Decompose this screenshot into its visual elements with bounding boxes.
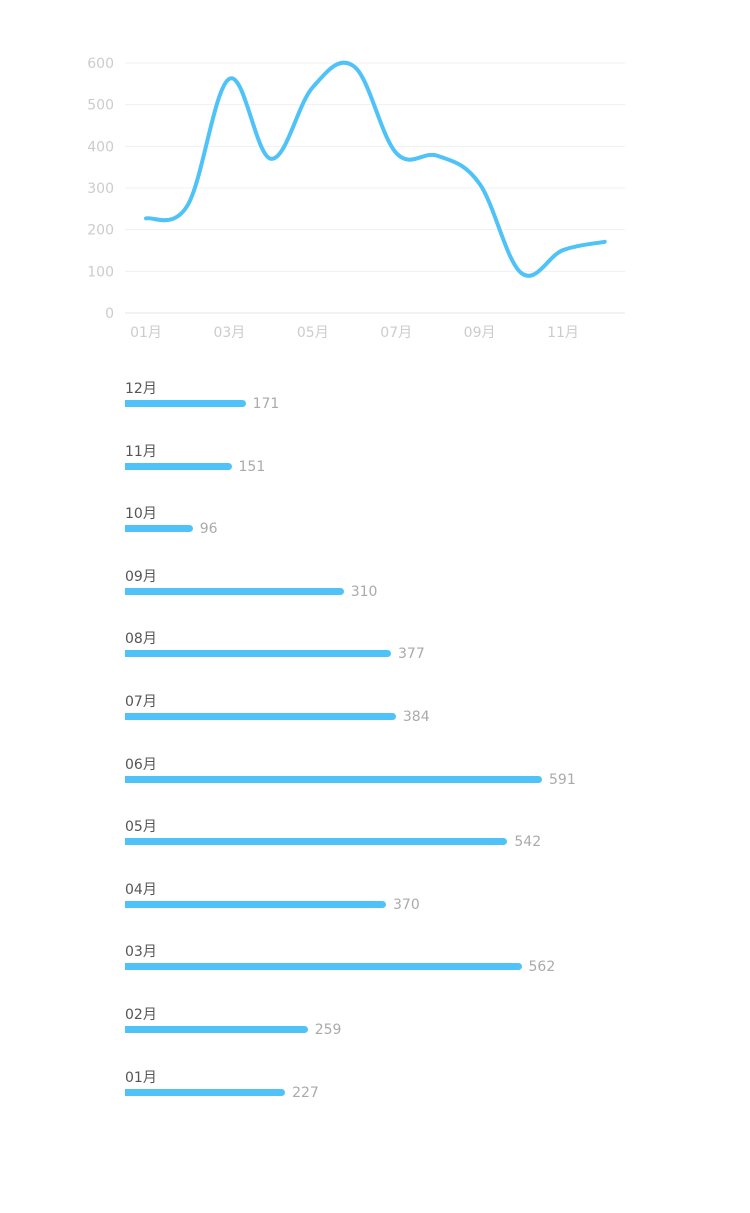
y-tick-label: 400 bbox=[87, 139, 114, 155]
bar-category-label: 09月 bbox=[125, 568, 157, 585]
x-tick-label: 09月 bbox=[464, 325, 496, 341]
bar-row: 07月 384 bbox=[125, 694, 685, 734]
bar-row: 12月 171 bbox=[125, 381, 685, 421]
series-line bbox=[144, 60, 607, 278]
bar-category-label: 01月 bbox=[125, 1069, 157, 1086]
x-tick-label: 03月 bbox=[213, 325, 245, 341]
bar-category-label: 10月 bbox=[125, 506, 157, 523]
bar-value-label: 310 bbox=[350, 583, 378, 600]
bar bbox=[125, 775, 542, 783]
bar-category-label: 06月 bbox=[125, 756, 157, 773]
bar-value-label: 542 bbox=[514, 834, 542, 851]
bar-value-label: 384 bbox=[402, 709, 430, 725]
bar-value-label: 171 bbox=[252, 396, 280, 412]
bar-category-label: 03月 bbox=[125, 944, 157, 961]
bar bbox=[125, 963, 522, 971]
y-tick-label: 200 bbox=[87, 223, 114, 239]
bar bbox=[125, 713, 396, 720]
bar-value-label: 259 bbox=[314, 1022, 342, 1038]
y-tick-label: 0 bbox=[105, 306, 114, 322]
y-tick-label: 500 bbox=[87, 98, 114, 114]
bar bbox=[125, 900, 386, 908]
bar-category-label: 02月 bbox=[125, 1007, 157, 1023]
bar-row: 06月 591 bbox=[125, 757, 685, 797]
bar bbox=[125, 587, 344, 595]
bar-row: 08月 377 bbox=[125, 631, 685, 671]
bar-category-label: 12月 bbox=[125, 381, 157, 397]
x-tick-label: 11月 bbox=[547, 325, 579, 341]
bar-value-label: 96 bbox=[199, 521, 218, 538]
bar-row: 09月 310 bbox=[125, 569, 685, 609]
bar-value-label: 151 bbox=[238, 458, 266, 475]
bar-row: 03月 562 bbox=[125, 944, 685, 984]
bar-row: 11月 151 bbox=[125, 444, 685, 484]
bar-value-label: 562 bbox=[528, 959, 556, 976]
bar-value-label: 377 bbox=[398, 646, 425, 663]
bar-category-label: 05月 bbox=[125, 819, 157, 836]
bar-category-label: 04月 bbox=[125, 881, 157, 898]
y-tick-label: 600 bbox=[87, 56, 114, 72]
bar bbox=[125, 650, 391, 658]
bar-row: 04月 370 bbox=[125, 882, 685, 922]
bar-category-label: 07月 bbox=[125, 694, 157, 710]
bar-value-label: 227 bbox=[292, 1084, 319, 1101]
bar bbox=[125, 462, 232, 470]
bar bbox=[125, 525, 193, 533]
bar-row: 05月 542 bbox=[125, 819, 685, 859]
monthly-line-chart: 0 100 200 300 400 500 600 01月 03月 05月 07月 09月 11月 bbox=[87, 56, 625, 341]
bar bbox=[125, 1088, 286, 1096]
bar bbox=[125, 400, 246, 407]
x-tick-label: 01月 bbox=[130, 325, 162, 341]
bar-value-label: 591 bbox=[549, 771, 576, 788]
y-tick-label: 100 bbox=[87, 264, 114, 280]
x-tick-label: 05月 bbox=[297, 325, 329, 341]
bar bbox=[125, 1026, 308, 1033]
bar-category-label: 11月 bbox=[125, 443, 157, 460]
y-tick-label: 300 bbox=[87, 181, 114, 197]
bar-value-label: 370 bbox=[393, 896, 420, 913]
bar-row: 10月 96 bbox=[125, 506, 685, 546]
bar bbox=[125, 838, 508, 846]
bar-category-label: 08月 bbox=[125, 631, 157, 648]
x-tick-label: 07月 bbox=[380, 325, 412, 341]
bar-row: 02月 259 bbox=[125, 1007, 685, 1047]
bar-row: 01月 227 bbox=[125, 1070, 685, 1110]
